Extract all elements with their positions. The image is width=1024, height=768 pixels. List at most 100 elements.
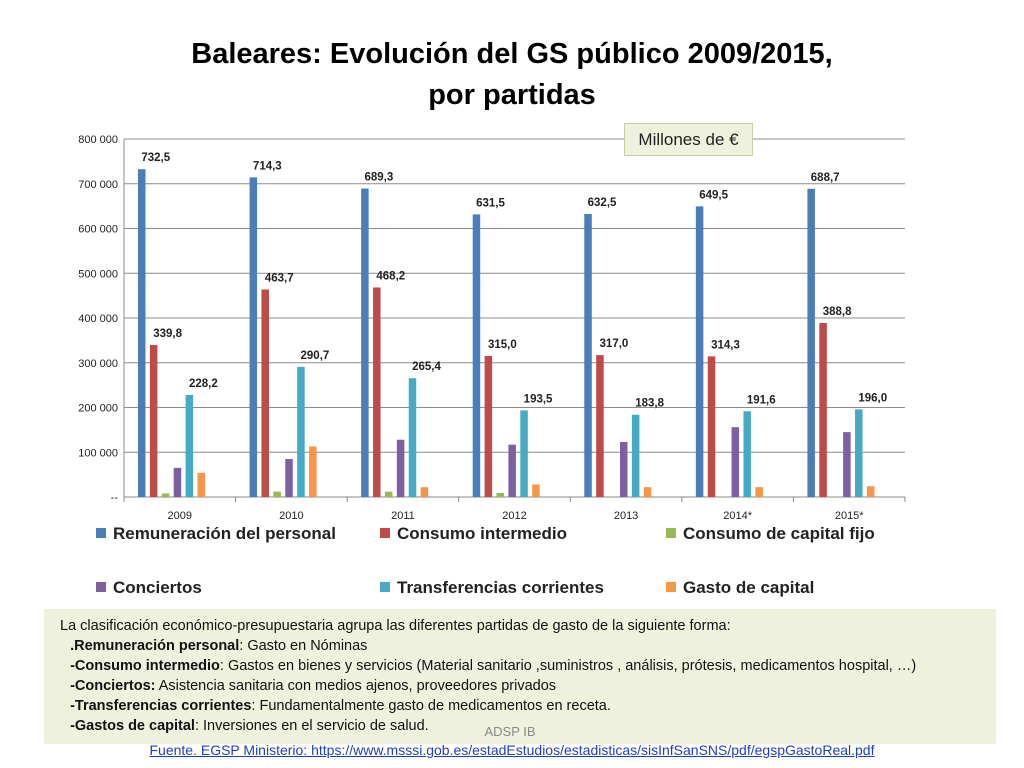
note-desc: : Gasto en Nóminas [239, 638, 368, 654]
note-item-remuneracion: .Remuneración personal: Gasto en Nóminas [60, 636, 980, 656]
bar [807, 188, 815, 497]
note-term: -Conciertos: [70, 678, 156, 694]
legend-label: Consumo intermedio [397, 524, 568, 543]
y-tick-label: 600 000 [78, 224, 118, 236]
note-item-gastos-capital: -Gastos de capital: Inversiones en el se… [60, 716, 980, 736]
legend-item: Conciertos [96, 578, 202, 598]
y-tick-label: 700 000 [78, 179, 118, 191]
legend-swatch [96, 582, 106, 592]
legend-item: Gasto de capital [666, 578, 814, 598]
y-tick-label: 200 000 [78, 403, 118, 415]
bar [508, 444, 516, 497]
bar [707, 356, 716, 497]
note-term: -Gastos de capital [70, 718, 195, 734]
y-tick-label: 300 000 [78, 358, 118, 370]
note-term: -Transferencias corrientes [70, 698, 252, 714]
data-label: 315,0 [488, 339, 517, 351]
bar [408, 378, 417, 497]
legend-item: Transferencias corrientes [380, 578, 604, 598]
y-tick-label: 500 000 [78, 268, 118, 280]
bar [731, 427, 740, 497]
data-label: 314,3 [711, 339, 740, 351]
x-tick-label: 2015* [835, 510, 864, 522]
title-line-2: por partidas [428, 79, 596, 111]
data-label: 714,3 [253, 160, 282, 172]
bar [273, 491, 281, 497]
source-link[interactable]: Fuente. EGSP Ministerio: https://www.mss… [149, 742, 875, 758]
data-label: 732,5 [141, 152, 170, 164]
note-item-consumo: -Consumo intermedio: Gastos en bienes y … [60, 656, 980, 676]
x-tick-label: 2013 [614, 510, 638, 522]
bar [866, 486, 875, 497]
legend-item: Consumo intermedio [380, 524, 567, 544]
data-label: 317,0 [600, 338, 629, 350]
bar [619, 441, 628, 497]
page-title: Baleares: Evolución del GS público 2009/… [0, 34, 1024, 116]
bar [695, 206, 704, 497]
bar [520, 410, 528, 497]
data-label: 265,4 [412, 361, 441, 373]
note-desc: : Gastos en bienes y servicios (Material… [219, 658, 917, 674]
bar [496, 492, 505, 497]
bar [643, 487, 652, 497]
bar [584, 213, 592, 498]
bar [161, 493, 170, 497]
bar [396, 439, 405, 497]
data-label: 631,5 [476, 197, 505, 209]
bar [755, 487, 763, 497]
data-label: 228,2 [189, 378, 218, 390]
legend-swatch [666, 582, 676, 592]
bar [532, 484, 540, 497]
legend-swatch [380, 528, 390, 538]
bar [138, 169, 146, 498]
note-term: .Remuneración personal [70, 638, 240, 654]
footer-mark: ADSP IB [484, 724, 536, 739]
note-item-transferencias: -Transferencias corrientes: Fundamentalm… [60, 696, 980, 716]
legend-item: Consumo de capital fijo [666, 524, 875, 544]
data-label: 689,3 [365, 172, 394, 184]
bar [197, 472, 205, 497]
x-tick-label: 2009 [168, 510, 192, 522]
bar [420, 487, 429, 497]
x-tick-label: 2010 [279, 510, 303, 522]
data-label: 191,6 [747, 394, 776, 406]
data-label: 183,8 [635, 398, 664, 410]
data-label: 196,0 [858, 392, 887, 404]
note-desc: Asistencia sanitaria con medios ajenos, … [155, 678, 557, 694]
data-label: 339,8 [153, 328, 182, 340]
note-desc: : Inversiones en el servicio de salud. [194, 718, 429, 734]
x-tick-label: 2012 [502, 510, 526, 522]
bar [743, 411, 751, 497]
legend-label: Consumo de capital fijo [683, 524, 875, 543]
y-tick-label: 800 000 [78, 134, 118, 146]
legend-label: Conciertos [113, 578, 202, 597]
legend-label: Remuneración del personal [113, 524, 336, 543]
bar [472, 214, 481, 497]
bar [855, 409, 863, 497]
data-label: 649,5 [699, 189, 728, 201]
legend-item: Remuneración del personal [96, 524, 336, 544]
note-item-conciertos: -Conciertos: Asistencia sanitaria con me… [60, 676, 980, 696]
legend-label: Gasto de capital [683, 578, 815, 597]
note-desc: : Fundamentalmente gasto de medicamentos… [251, 698, 611, 714]
data-label: 632,5 [588, 197, 617, 209]
bar [309, 446, 317, 497]
bar [819, 323, 827, 497]
bar [843, 432, 851, 497]
title-line-1: Baleares: Evolución del GS público 2009/… [191, 38, 833, 70]
note-term: -Consumo intermedio [70, 658, 220, 674]
data-label: 688,7 [811, 172, 840, 184]
data-label: 388,8 [823, 306, 852, 318]
legend-swatch [380, 582, 390, 592]
data-label: 290,7 [301, 350, 330, 362]
classification-note: La clasificación económico-presupuestari… [44, 609, 996, 744]
x-tick-label: 2014* [723, 510, 752, 522]
x-tick-label: 2011 [391, 510, 415, 522]
note-intro: La clasificación económico-presupuestari… [60, 618, 731, 634]
legend-swatch [666, 528, 676, 538]
bar [373, 287, 381, 497]
bar [285, 458, 293, 497]
bar [261, 289, 269, 497]
y-tick-label: 100 000 [78, 447, 118, 459]
